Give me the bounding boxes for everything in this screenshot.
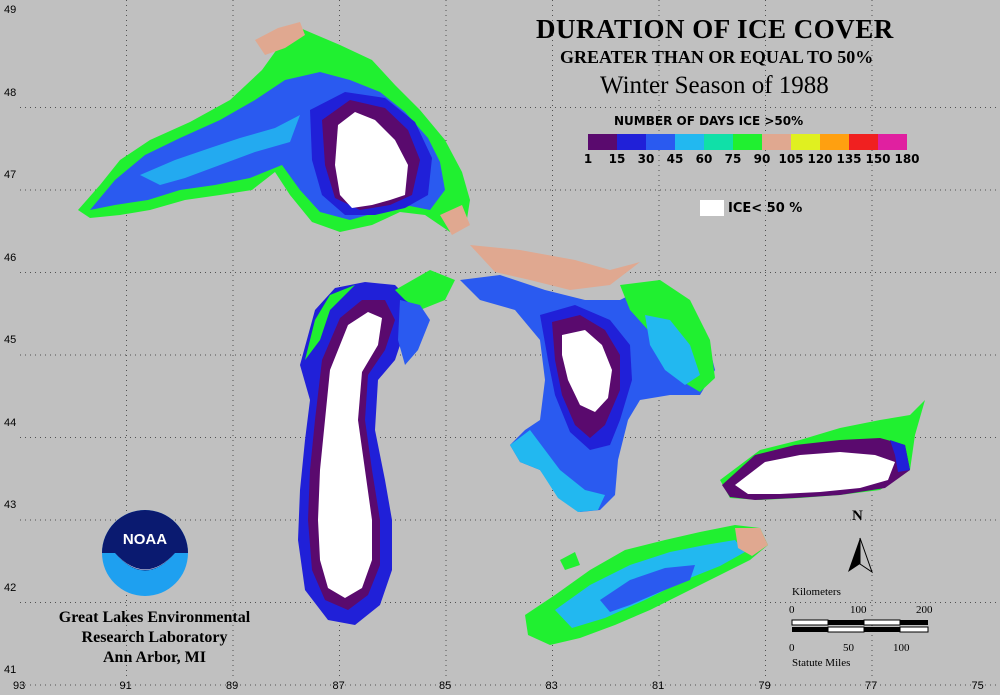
- legend-swatch: [588, 134, 617, 150]
- legend-tick-label: 1: [583, 152, 593, 166]
- map-title: DURATION OF ICE COVER: [536, 14, 894, 44]
- legend-swatch: [646, 134, 675, 150]
- legend-tick-label: 105: [778, 152, 804, 166]
- legend-swatch: [820, 134, 849, 150]
- north-label: N: [852, 508, 863, 524]
- legend-swatch: [791, 134, 820, 150]
- ice-swatch: [700, 200, 724, 216]
- latitude-label: 47: [4, 169, 17, 181]
- scale-mi-tick: 0: [789, 642, 795, 654]
- noaa-logo: NOAA: [102, 510, 188, 596]
- ice-label: ICE< 50 %: [728, 200, 803, 216]
- scale-mi-label: Statute Miles: [792, 657, 851, 669]
- organization-block: Great Lakes Environmental Research Labor…: [32, 608, 277, 668]
- longitude-label: 75: [971, 680, 984, 692]
- longitude-label: 89: [226, 680, 239, 692]
- scale-mi-tick: 50: [843, 642, 854, 654]
- scale-km-tick: 0: [789, 604, 795, 616]
- longitude-label: 81: [652, 680, 665, 692]
- lake-ontario: [720, 400, 925, 500]
- latitude-label: 43: [4, 499, 17, 511]
- legend-swatch: [704, 134, 733, 150]
- ice-legend: ICE< 50 %: [700, 200, 802, 216]
- longitude-label: 93: [13, 680, 26, 692]
- latitude-label: 45: [4, 334, 17, 346]
- season-label: Winter Season of 1988: [600, 72, 829, 99]
- lake-huron: [460, 245, 715, 512]
- scale-mi-tick: 100: [893, 642, 910, 654]
- scale-km-label: Kilometers: [792, 586, 841, 598]
- legend-tick-label: 45: [666, 152, 684, 166]
- legend-swatch: [878, 134, 907, 150]
- noaa-logo-text: NOAA: [123, 531, 167, 548]
- legend-swatch: [733, 134, 762, 150]
- legend-tick-label: 30: [637, 152, 655, 166]
- scale-km-tick: 100: [850, 604, 867, 616]
- longitude-label: 83: [545, 680, 558, 692]
- latitude-label: 49: [4, 4, 17, 16]
- lake-superior: [78, 22, 470, 235]
- lake-michigan: [298, 270, 455, 625]
- organization-line: Great Lakes Environmental: [58, 609, 251, 626]
- latitude-label: 48: [4, 86, 17, 99]
- latitude-label: 44: [4, 416, 17, 429]
- legend-tick-label: 150: [865, 152, 891, 166]
- legend-title: NUMBER OF DAYS ICE >50%: [614, 114, 804, 128]
- longitude-label: 79: [758, 680, 771, 692]
- north-arrow-icon: [848, 537, 873, 574]
- latitude-label: 42: [4, 581, 17, 594]
- longitude-label: 77: [865, 680, 878, 692]
- legend-tick-label: 180: [894, 152, 920, 166]
- latitude-label: 41: [4, 664, 17, 676]
- legend-tick-label: 75: [724, 152, 742, 166]
- legend-swatch: [762, 134, 791, 150]
- latitude-label: 46: [4, 251, 17, 264]
- legend-color-bar: [588, 134, 907, 150]
- map-subtitle: GREATER THAN OR EQUAL TO 50%: [560, 47, 874, 67]
- organization-line: Research Laboratory: [81, 629, 228, 646]
- legend-swatch: [849, 134, 878, 150]
- legend-swatch: [617, 134, 646, 150]
- legend-swatch: [675, 134, 704, 150]
- organization-line: Ann Arbor, MI: [103, 649, 206, 666]
- scale-bar: [791, 619, 929, 633]
- scale-km-tick: 200: [916, 604, 933, 616]
- lake-erie: [525, 525, 768, 645]
- legend-tick-label: 120: [807, 152, 833, 166]
- legend-tick-label: 90: [753, 152, 771, 166]
- longitude-label: 87: [332, 680, 345, 692]
- longitude-label: 91: [119, 680, 132, 692]
- legend-tick-label: 15: [608, 152, 626, 166]
- legend-tick-label: 135: [836, 152, 862, 166]
- longitude-label: 85: [439, 680, 452, 692]
- legend-tick-label: 60: [695, 152, 713, 166]
